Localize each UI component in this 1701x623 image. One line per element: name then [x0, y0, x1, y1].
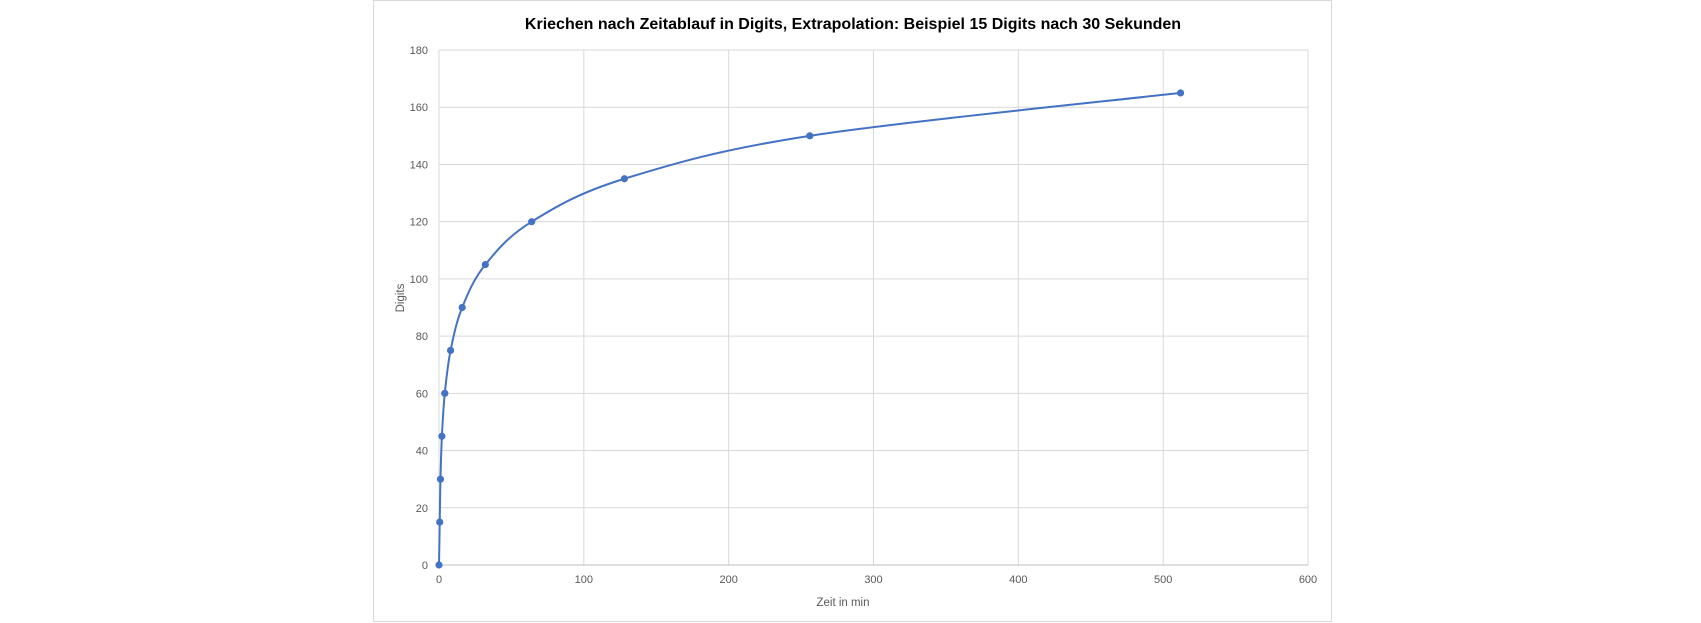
- tick-labels: 0 20 40 60 80 100 120 140 160 180 0 100 200 300 400 500…: [410, 45, 1318, 586]
- data-point: [458, 303, 466, 312]
- data-point: [528, 218, 536, 226]
- data-point: [436, 475, 445, 483]
- x-tick-label: 400: [1009, 574, 1027, 586]
- data-point: [620, 175, 628, 183]
- chart-area: Kriechen nach Zeitablauf in Digits, Extr…: [373, 0, 1332, 622]
- y-tick-label: 180: [410, 45, 428, 57]
- y-tick-label: 140: [410, 159, 428, 171]
- data-point: [441, 389, 449, 397]
- x-tick-label: 200: [719, 574, 737, 586]
- data-point: [1176, 89, 1185, 97]
- data-point: [435, 561, 443, 569]
- gridlines: [439, 49, 1309, 565]
- y-tick-label: 0: [422, 560, 428, 572]
- y-tick-label: 60: [416, 388, 428, 400]
- data-point: [806, 132, 814, 140]
- y-tick-label: 20: [416, 503, 428, 515]
- chart-svg: Kriechen nach Zeitablauf in Digits, Extr…: [395, 16, 1318, 609]
- x-axis-title: Zeit in min: [816, 597, 869, 609]
- y-tick-label: 80: [416, 331, 428, 343]
- x-tick-label: 100: [575, 574, 593, 586]
- y-axis-title: Digits: [395, 283, 407, 312]
- y-tick-label: 40: [416, 446, 428, 458]
- x-tick-label: 0: [436, 574, 442, 586]
- y-tick-label: 120: [410, 217, 428, 229]
- series-line: [438, 91, 1181, 566]
- data-point: [436, 518, 444, 526]
- y-tick-label: 100: [410, 274, 428, 286]
- data-point: [446, 346, 455, 355]
- x-tick-label: 500: [1154, 574, 1172, 586]
- x-tick-label: 600: [1299, 574, 1317, 586]
- data-point: [481, 260, 489, 269]
- data-point: [438, 432, 446, 440]
- series: [435, 89, 1185, 569]
- chart-title: Kriechen nach Zeitablauf in Digits, Extr…: [525, 16, 1181, 33]
- y-tick-label: 160: [410, 102, 428, 114]
- x-tick-label: 300: [864, 574, 882, 586]
